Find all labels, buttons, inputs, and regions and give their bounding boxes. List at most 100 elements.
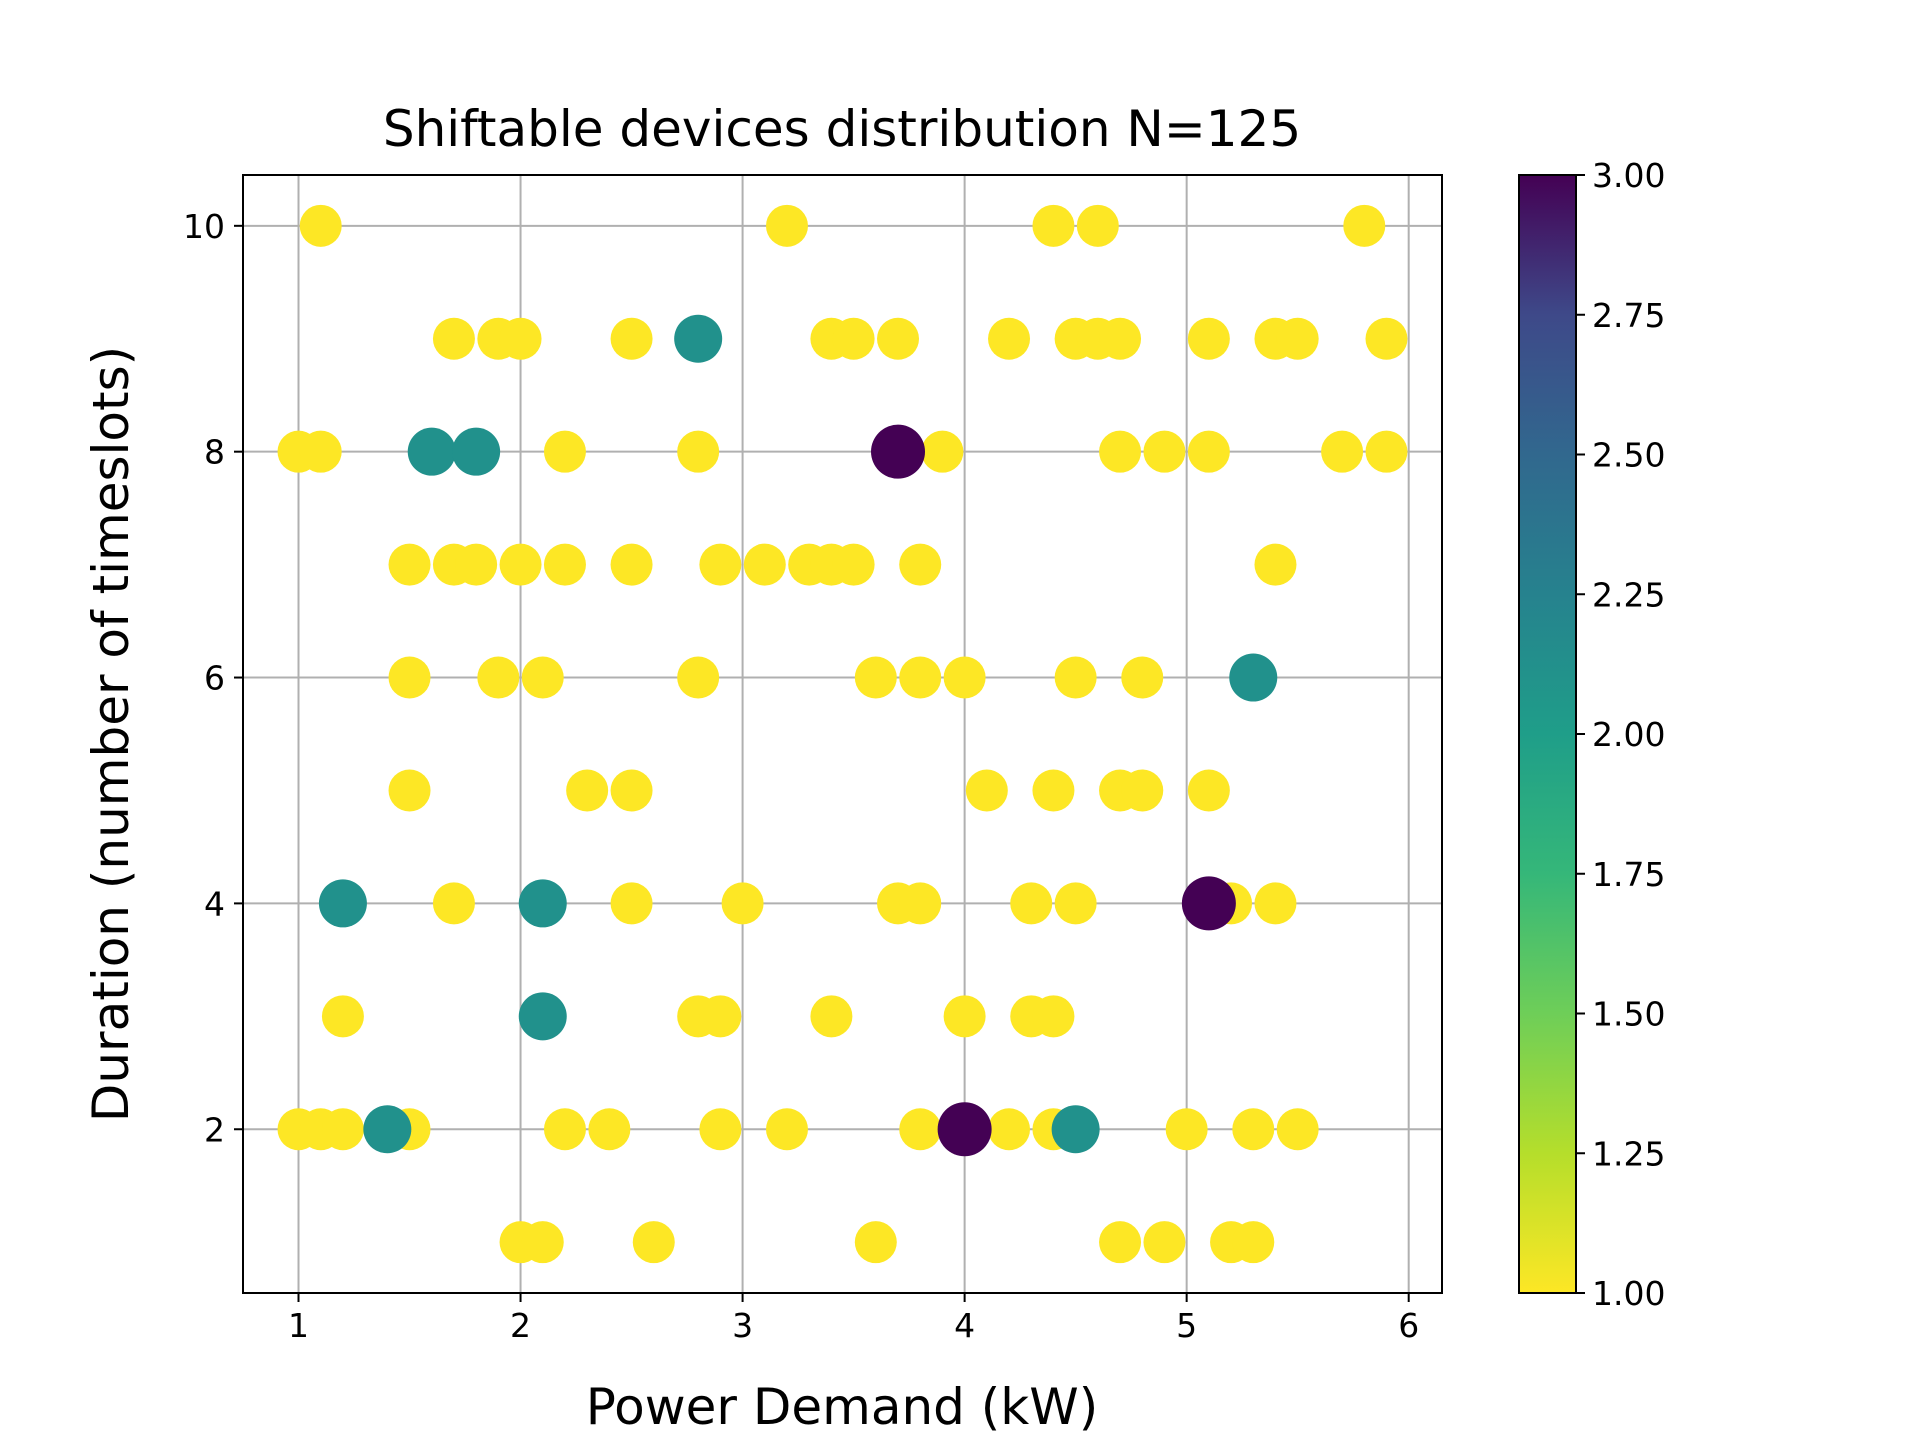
x-axis-label: Power Demand (kW) (586, 1378, 1098, 1436)
data-point (1143, 1221, 1186, 1264)
colorbar-tick-label: 1.00 (1592, 1274, 1665, 1313)
data-point (765, 204, 808, 247)
data-point (965, 769, 1008, 812)
data-point (1051, 1105, 1100, 1154)
data-point (699, 995, 742, 1038)
colorbar-ticks: 1.00 1.25 1.50 1.75 2.00 2.25 2.50 2.75 3.00 (1576, 156, 1665, 1313)
data-point (499, 317, 542, 360)
data-point (1365, 430, 1408, 473)
data-point (543, 1108, 586, 1151)
data-point (810, 995, 853, 1038)
data-point (674, 314, 723, 363)
data-point (1099, 430, 1142, 473)
y-tick-label: 6 (204, 659, 225, 698)
data-point (388, 769, 431, 812)
data-point (610, 769, 653, 812)
data-point (1365, 317, 1408, 360)
data-point (877, 317, 920, 360)
data-point (1143, 430, 1186, 473)
data-point (1054, 882, 1097, 925)
grid-lines (243, 175, 1442, 1293)
plot-frame (242, 174, 1443, 1294)
data-point (299, 430, 342, 473)
data-point (1229, 653, 1278, 702)
data-point (899, 543, 942, 586)
data-point (1254, 543, 1297, 586)
data-point (832, 543, 875, 586)
x-tick-label: 3 (732, 1306, 753, 1345)
data-point (1032, 204, 1075, 247)
data-point (677, 430, 720, 473)
data-point (854, 1221, 897, 1264)
chart-title: Shiftable devices distribution N=125 (383, 100, 1301, 158)
data-point (988, 1108, 1031, 1151)
data-point (1343, 204, 1386, 247)
data-point (588, 1108, 631, 1151)
data-point (677, 656, 720, 699)
data-point (566, 769, 609, 812)
data-point (921, 430, 964, 473)
y-tick-label: 2 (204, 1110, 225, 1149)
data-point (432, 882, 475, 925)
data-point (1187, 769, 1230, 812)
data-point (321, 1108, 364, 1151)
data-point (899, 1108, 942, 1151)
data-point (699, 1108, 742, 1151)
data-point (943, 656, 986, 699)
colorbar-tick-label: 1.75 (1592, 855, 1665, 894)
data-point (543, 430, 586, 473)
data-point (1099, 1221, 1142, 1264)
x-axis-ticks: 1 2 3 4 5 6 (288, 1293, 1419, 1345)
data-point (452, 427, 501, 476)
data-point (1032, 995, 1075, 1038)
data-point (1181, 876, 1236, 931)
x-tick-label: 6 (1398, 1306, 1419, 1345)
data-point (832, 317, 875, 360)
data-point (632, 1221, 675, 1264)
colorbar-tick-label: 1.25 (1592, 1134, 1665, 1173)
data-point (871, 424, 926, 479)
y-axis-ticks: 2 4 6 8 10 (183, 207, 243, 1149)
data-point (1232, 1221, 1275, 1264)
data-point (521, 656, 564, 699)
colorbar-tick-label: 2.25 (1592, 575, 1665, 614)
data-point (521, 1221, 564, 1264)
data-point (1165, 1108, 1208, 1151)
data-point (765, 1108, 808, 1151)
data-point (1232, 1108, 1275, 1151)
data-point (477, 656, 520, 699)
data-point (1121, 769, 1164, 812)
data-point (1032, 769, 1075, 812)
y-tick-label: 4 (204, 884, 225, 923)
data-point (610, 543, 653, 586)
data-point (1276, 1108, 1319, 1151)
x-tick-label: 4 (954, 1306, 975, 1345)
data-point (988, 317, 1031, 360)
colorbar-tick-label: 3.00 (1592, 156, 1665, 195)
data-point (899, 656, 942, 699)
data-point (388, 656, 431, 699)
data-point (1276, 317, 1319, 360)
data-point (388, 543, 431, 586)
x-tick-label: 1 (288, 1306, 309, 1345)
colorbar-tick-label: 2.00 (1592, 715, 1665, 754)
data-point (1187, 430, 1230, 473)
data-point (499, 543, 542, 586)
data-points (277, 204, 1408, 1264)
data-point (1076, 204, 1119, 247)
colorbar-tick-label: 2.50 (1592, 436, 1665, 475)
data-point (743, 543, 786, 586)
data-point (455, 543, 498, 586)
colorbar-tick-label: 2.75 (1592, 296, 1665, 335)
data-point (1254, 882, 1297, 925)
x-tick-label: 5 (1176, 1306, 1197, 1345)
data-point (699, 543, 742, 586)
data-point (432, 317, 475, 360)
data-point (610, 882, 653, 925)
data-point (1321, 430, 1364, 473)
data-point (943, 995, 986, 1038)
colorbar-tick-label: 1.50 (1592, 995, 1665, 1034)
x-tick-label: 2 (510, 1306, 531, 1345)
